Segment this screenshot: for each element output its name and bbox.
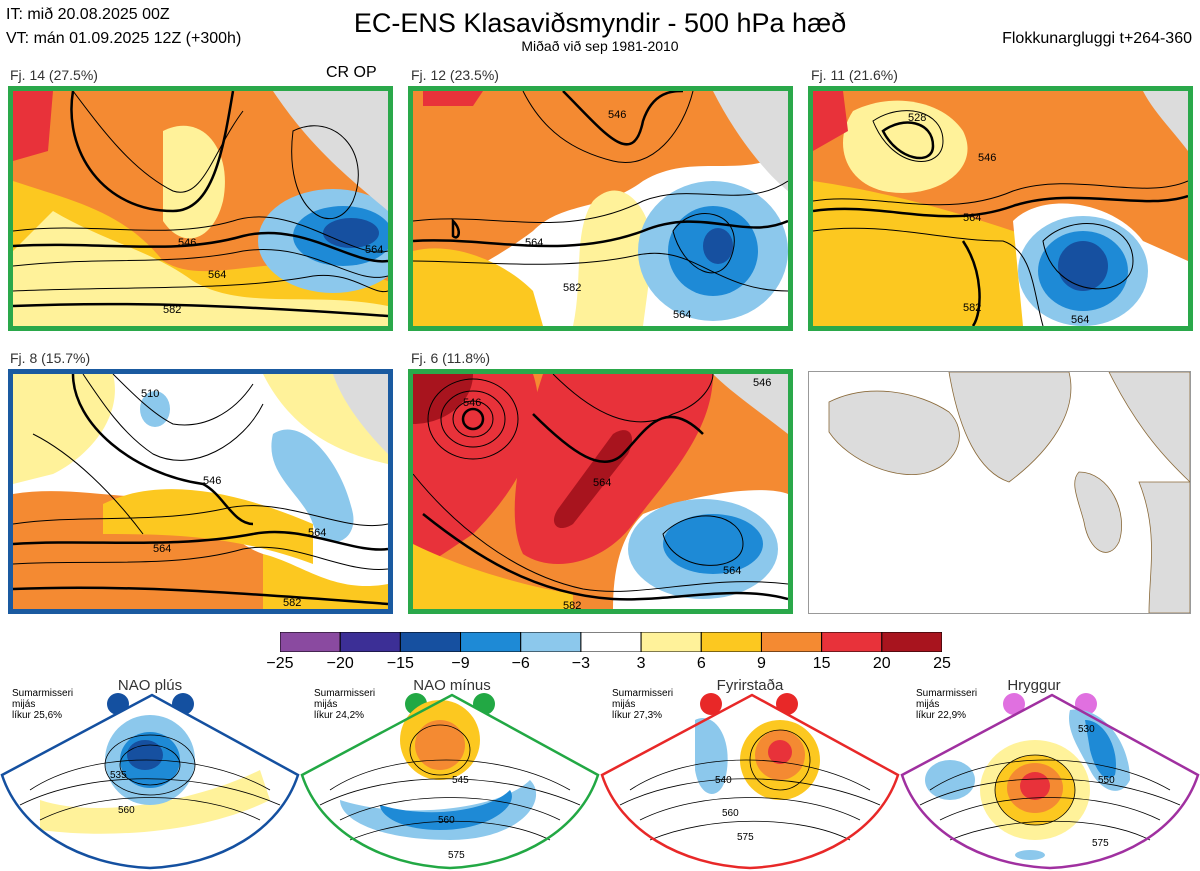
cluster-map-panel[interactable]: 546 564 564 582 546 [408,369,793,614]
cluster-map-panel[interactable]: 546 564 582 564 [8,86,393,331]
regime-season: Sumarmisseri mijás líkur 22,9% [916,688,978,721]
colorbar [280,632,942,652]
regime-map-nao-plus: 535 560 [0,693,300,870]
colorbar-tick-label: 15 [812,655,831,672]
anomaly-map: 546 564 564 582 546 [413,374,788,609]
regime-title: Hryggur [1007,677,1061,694]
page-title: EC-ENS Klasaviðsmyndir - 500 hPa hæð [353,8,847,38]
regime-map-nao-minus: 545 560 575 [300,693,600,870]
contour-label: 582 [563,282,581,294]
regime-season: Sumarmisseri mijás líkur 24,2% [314,688,376,721]
colorbar-swatch [339,632,401,652]
contour-label: 564 [593,477,611,489]
contour-label: 564 [365,244,383,256]
colorbar-tick-label: −15 [386,655,414,672]
colorbar-swatch [700,632,762,652]
colorbar-swatch [280,632,341,652]
cluster-map-panel[interactable]: 564 546 582 564 [408,86,793,331]
colorbar-tick-label: 6 [696,655,706,672]
colorbar-tick-label: 9 [757,655,766,672]
cluster-label: Fj. 11 (21.6%) [811,67,898,83]
contour-label: 535 [110,770,127,781]
page-subtitle: Miðað við sep 1981-2010 [521,38,679,54]
colorbar-swatch [881,632,942,652]
contour-label: 575 [448,850,465,861]
contour-label: 582 [283,597,301,609]
colorbar-tick-label: −25 [266,655,294,672]
colorbar-tick-label: −20 [326,655,354,672]
coastline-map [809,372,1190,613]
contour-label: 564 [525,237,543,249]
contour-label: 546 [463,397,481,409]
cluster-label: Fj. 12 (23.5%) [411,67,499,83]
colorbar-tick-label: −9 [451,655,470,672]
empty-map-panel [808,371,1191,614]
contour-label: 564 [308,527,326,539]
anomaly-map: 546 564 582 564 [13,91,388,326]
contour-label: 560 [118,805,135,816]
colorbar-swatch [640,632,702,652]
contour-label: 564 [673,309,691,321]
contour-label: 564 [153,543,171,555]
contour-label: 582 [163,304,181,316]
regime-title: Fyrirstaða [716,677,784,694]
colorbar-swatch [520,632,582,652]
contour-label: 564 [208,269,226,281]
anomaly-map: 528 546 564 582 564 [813,91,1188,326]
contour-label: 582 [563,600,581,609]
colorbar-swatch [760,632,823,652]
contour-label: 546 [203,475,221,487]
regime-marker-icon [1003,693,1025,715]
colorbar-tick-label: 25 [933,655,951,672]
contour-label: 540 [715,775,732,786]
regime-map-ridge: 530 550 575 [900,693,1200,870]
contour-label: 564 [963,212,981,224]
classification-window: Flokkunargluggi t+264-360 [1002,30,1192,47]
contour-label: 575 [737,832,754,843]
contour-label: 564 [723,565,741,577]
colorbar-tick-label: −6 [511,655,530,672]
cluster-label: Fj. 14 (27.5%) [10,67,98,83]
colorbar-tick-label: −3 [571,655,591,672]
regime-title: NAO plús [117,677,183,694]
contour-label: 528 [908,112,926,124]
regime-season: Sumarmisseri mijás líkur 27,3% [612,688,674,721]
colorbar-swatch [460,632,522,652]
contour-label: 560 [438,815,455,826]
regime-marker-icon [776,693,798,715]
anomaly-map: 510 546 564 564 582 [13,374,388,609]
cluster-map-panel[interactable]: 510 546 564 564 582 [8,369,393,614]
contour-label: 546 [978,152,996,164]
control-operational-tag: CR OP [326,64,377,81]
contour-label: 560 [722,808,739,819]
anomaly-map: 564 546 582 564 [413,91,788,326]
cluster-label: Fj. 6 (11.8%) [411,350,491,366]
regime-season: Sumarmisseri mijás líkur 25,6% [12,688,74,721]
contour-label: 582 [963,302,981,314]
contour-label: 564 [1071,314,1089,326]
contour-label: 545 [452,775,469,786]
contour-label: 546 [178,237,196,249]
colorbar-tick-label: 20 [872,655,891,672]
valid-time: VT: mán 01.09.2025 12Z (+300h) [6,30,242,47]
cluster-label: Fj. 8 (15.7%) [10,350,91,366]
colorbar-tick-label: 3 [636,655,646,672]
regime-title: NAO mínus [413,677,491,694]
contour-label: 530 [1078,724,1095,735]
contour-label: 510 [141,388,159,400]
colorbar-swatch [580,632,642,652]
regime-marker-icon [700,693,722,715]
regime-map-blocking: 540 560 575 [600,693,900,870]
colorbar-swatch [399,632,462,652]
contour-label: 546 [753,377,771,389]
colorbar-swatch [821,632,883,652]
contour-label: 550 [1098,775,1115,786]
contour-label: 575 [1092,838,1109,849]
contour-label: 546 [608,109,626,121]
cluster-map-panel[interactable]: 528 546 564 582 564 [808,86,1193,331]
init-time: IT: mið 20.08.2025 00Z [6,6,170,23]
